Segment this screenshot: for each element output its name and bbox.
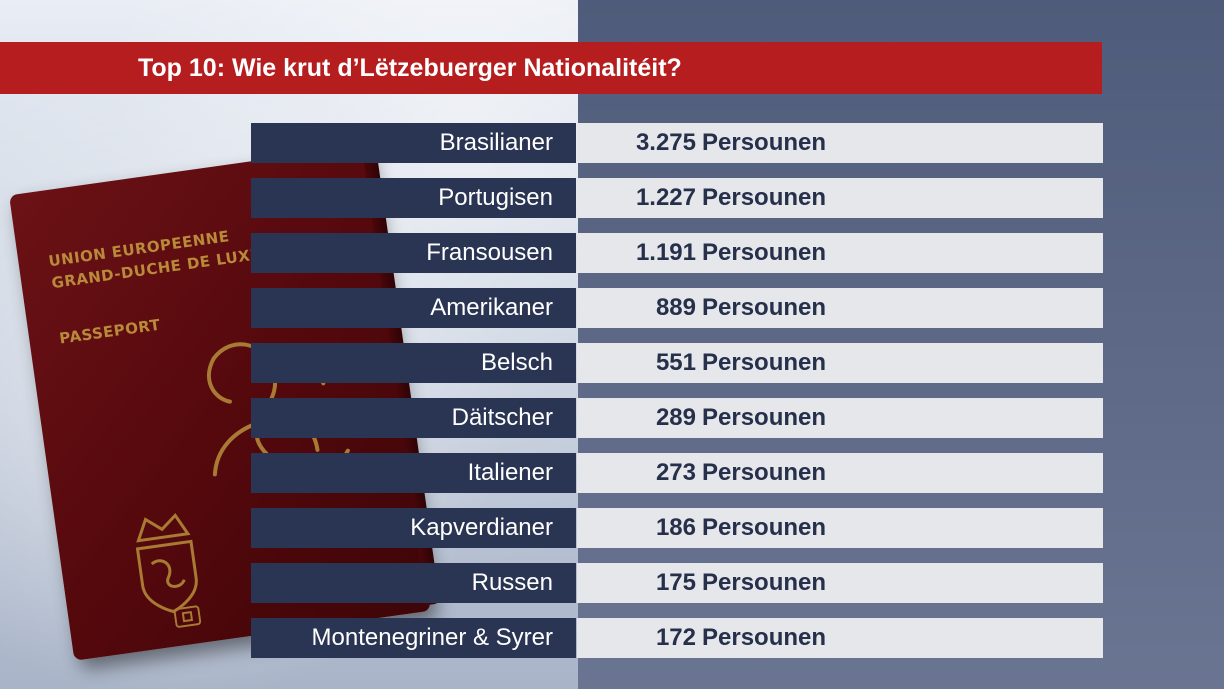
page-title: Top 10: Wie krut d’Lëtzebuerger National… (138, 54, 682, 82)
count-unit: Persounen (702, 184, 827, 211)
count-unit: Persounen (702, 129, 827, 156)
count-cell: 186 Persounen (577, 508, 1103, 548)
nationality-label: Russen (251, 563, 576, 603)
count-unit: Persounen (702, 404, 827, 431)
table-row: Italiener 273 Persounen (251, 453, 1103, 493)
biometric-chip-icon (173, 605, 202, 628)
nationality-label: Kapverdianer (251, 508, 576, 548)
count-cell: 172 Persounen (577, 618, 1103, 658)
count-value: 289 (655, 404, 696, 431)
table-row: Belsch 551 Persounen (251, 343, 1103, 383)
count-unit: Persounen (702, 569, 827, 596)
count-cell: 175 Persounen (577, 563, 1103, 603)
count-value: 1.191 (635, 239, 696, 266)
nationality-label: Belsch (251, 343, 576, 383)
passport-text-type: PASSEPORT (58, 315, 162, 348)
crest-icon (135, 512, 198, 614)
count-unit: Persounen (702, 239, 827, 266)
table-row: Amerikaner 889 Persounen (251, 288, 1103, 328)
nationality-label: Däitscher (251, 398, 576, 438)
count-value: 889 (655, 294, 696, 321)
count-value: 551 (655, 349, 696, 376)
count-unit: Persounen (702, 459, 827, 486)
count-cell: 273 Persounen (577, 453, 1103, 493)
nationality-label: Fransousen (251, 233, 576, 273)
table-row: Montenegriner & Syrer 172 Persounen (251, 618, 1103, 658)
nationality-label: Italiener (251, 453, 576, 493)
table-row: Portugisen 1.227 Persounen (251, 178, 1103, 218)
table-row: Fransousen 1.191 Persounen (251, 233, 1103, 273)
count-cell: 1.227 Persounen (577, 178, 1103, 218)
nationality-label: Montenegriner & Syrer (251, 618, 576, 658)
count-value: 172 (655, 624, 696, 651)
count-unit: Persounen (702, 294, 827, 321)
count-cell: 889 Persounen (577, 288, 1103, 328)
count-value: 273 (655, 459, 696, 486)
count-unit: Persounen (702, 349, 827, 376)
count-value: 186 (655, 514, 696, 541)
count-value: 175 (655, 569, 696, 596)
nationality-label: Brasilianer (251, 123, 576, 163)
nationality-label: Portugisen (251, 178, 576, 218)
count-cell: 289 Persounen (577, 398, 1103, 438)
table-row: Kapverdianer 186 Persounen (251, 508, 1103, 548)
count-unit: Persounen (702, 624, 827, 651)
count-cell: 551 Persounen (577, 343, 1103, 383)
title-bar: Top 10: Wie krut d’Lëtzebuerger National… (0, 42, 1102, 94)
table-row: Däitscher 289 Persounen (251, 398, 1103, 438)
table-row: Brasilianer 3.275 Persounen (251, 123, 1103, 163)
count-unit: Persounen (702, 514, 827, 541)
count-value: 3.275 (635, 129, 696, 156)
table-row: Russen 175 Persounen (251, 563, 1103, 603)
count-cell: 3.275 Persounen (577, 123, 1103, 163)
count-cell: 1.191 Persounen (577, 233, 1103, 273)
nationality-label: Amerikaner (251, 288, 576, 328)
count-value: 1.227 (635, 184, 696, 211)
